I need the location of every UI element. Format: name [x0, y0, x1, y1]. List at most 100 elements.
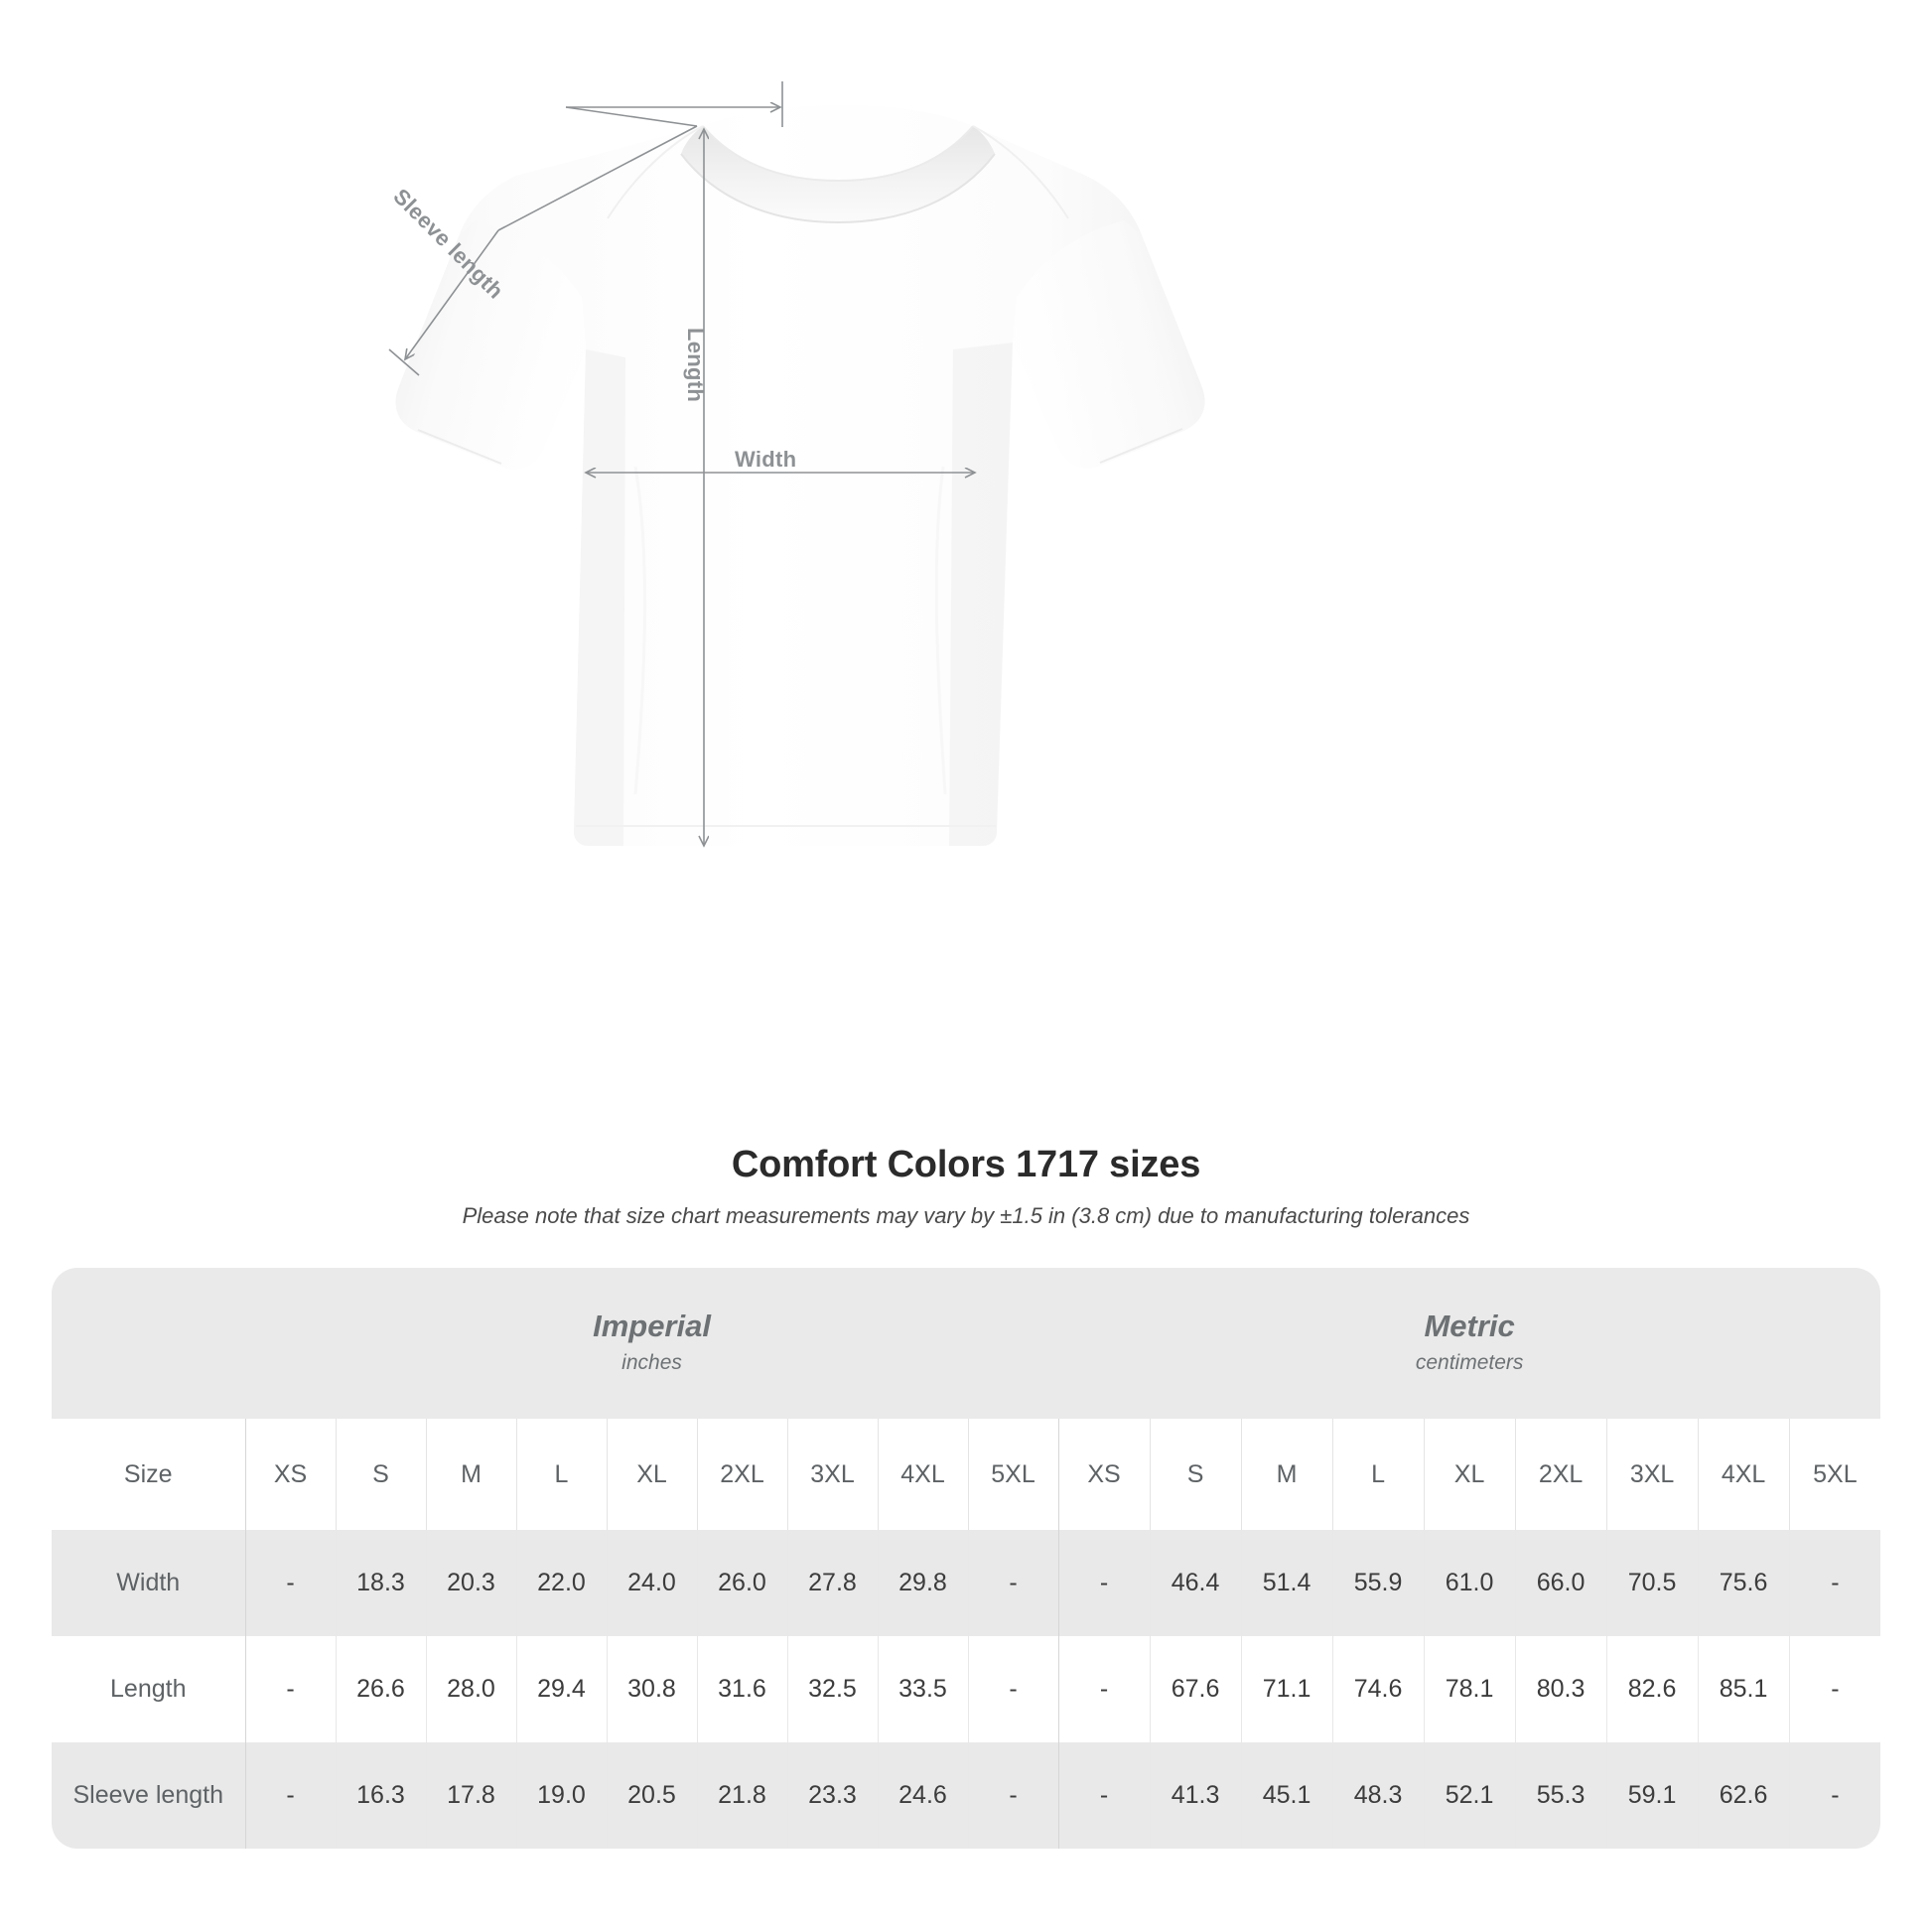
title-block: Comfort Colors 1717 sizes Please note th…: [0, 1144, 1932, 1229]
unit-group-metric: Metric centimeters: [1058, 1268, 1881, 1419]
cell-width-metric-l: 55.9: [1332, 1530, 1425, 1636]
cell-sleeve-metric-xl: 52.1: [1424, 1742, 1516, 1849]
size-header-imperial-2xl: 2XL: [697, 1419, 788, 1530]
cell-length-metric-m: 71.1: [1241, 1636, 1333, 1742]
unit-banner-row: Imperial inches Metric centimeters: [52, 1268, 1881, 1419]
cell-sleeve-metric-4xl: 62.6: [1698, 1742, 1790, 1849]
size-header-metric-xs: XS: [1058, 1419, 1151, 1530]
table-row: Length - 26.6 28.0 29.4 30.8 31.6 32.5 3…: [52, 1636, 1881, 1742]
size-header-metric-s: S: [1150, 1419, 1242, 1530]
cell-length-metric-5xl: -: [1789, 1636, 1881, 1742]
cell-sleeve-imperial-m: 17.8: [426, 1742, 517, 1849]
cell-width-imperial-xs: -: [245, 1530, 337, 1636]
cell-width-metric-2xl: 66.0: [1515, 1530, 1607, 1636]
cell-width-metric-s: 46.4: [1150, 1530, 1242, 1636]
page-title: Comfort Colors 1717 sizes: [731, 1144, 1201, 1185]
unit-banner-corner: [52, 1268, 245, 1419]
cell-length-imperial-xs: -: [245, 1636, 337, 1742]
cell-length-imperial-xl: 30.8: [607, 1636, 698, 1742]
cell-sleeve-imperial-3xl: 23.3: [787, 1742, 879, 1849]
row-label-sleeve-length: Sleeve length: [52, 1742, 246, 1849]
size-header-metric-5xl: 5XL: [1789, 1419, 1881, 1530]
cell-length-metric-l: 74.6: [1332, 1636, 1425, 1742]
cell-length-imperial-5xl: -: [968, 1636, 1059, 1742]
table-row: Width - 18.3 20.3 22.0 24.0 26.0 27.8 29…: [52, 1530, 1881, 1636]
cell-length-metric-s: 67.6: [1150, 1636, 1242, 1742]
shirt-body-shape: [395, 105, 1205, 846]
sleeve-end-tick: [388, 348, 420, 376]
cell-width-metric-xl: 61.0: [1424, 1530, 1516, 1636]
cell-width-metric-m: 51.4: [1241, 1530, 1333, 1636]
measurement-guides: [388, 81, 975, 846]
cell-length-imperial-4xl: 33.5: [878, 1636, 969, 1742]
cell-length-metric-4xl: 85.1: [1698, 1636, 1790, 1742]
size-header-imperial-l: L: [516, 1419, 608, 1530]
cell-sleeve-metric-m: 45.1: [1241, 1742, 1333, 1849]
unit-group-imperial-unit: inches: [621, 1350, 682, 1374]
row-label-width: Width: [52, 1530, 246, 1636]
size-header-metric-4xl: 4XL: [1698, 1419, 1790, 1530]
cell-length-imperial-3xl: 32.5: [787, 1636, 879, 1742]
garment-diagram: Sleeve length Length Width: [388, 81, 1205, 1122]
size-header-label: Size: [52, 1419, 246, 1530]
cell-width-imperial-3xl: 27.8: [787, 1530, 879, 1636]
size-chart-table-wrapper: Imperial inches Metric centimeters Size …: [52, 1268, 1881, 1849]
cell-length-imperial-s: 26.6: [336, 1636, 427, 1742]
size-header-metric-l: L: [1332, 1419, 1425, 1530]
size-header-imperial-xs: XS: [245, 1419, 337, 1530]
width-label: Width: [735, 447, 797, 472]
cell-sleeve-metric-3xl: 59.1: [1606, 1742, 1699, 1849]
cell-length-metric-3xl: 82.6: [1606, 1636, 1699, 1742]
cell-sleeve-metric-5xl: -: [1789, 1742, 1881, 1849]
unit-group-imperial: Imperial inches: [245, 1268, 1059, 1419]
unit-group-imperial-name: Imperial: [593, 1308, 711, 1343]
cell-width-metric-4xl: 75.6: [1698, 1530, 1790, 1636]
cell-sleeve-imperial-2xl: 21.8: [697, 1742, 788, 1849]
tolerance-note: Please note that size chart measurements…: [462, 1203, 1470, 1228]
cell-sleeve-metric-xs: -: [1058, 1742, 1151, 1849]
row-label-length: Length: [52, 1636, 246, 1742]
size-header-row: Size XS S M L XL 2XL 3XL 4XL 5XL XS S M …: [52, 1419, 1881, 1530]
cell-sleeve-imperial-l: 19.0: [516, 1742, 608, 1849]
cell-sleeve-metric-l: 48.3: [1332, 1742, 1425, 1849]
cell-width-imperial-4xl: 29.8: [878, 1530, 969, 1636]
cell-width-imperial-l: 22.0: [516, 1530, 608, 1636]
table-row: Sleeve length - 16.3 17.8 19.0 20.5 21.8…: [52, 1742, 1881, 1849]
size-header-metric-xl: XL: [1424, 1419, 1516, 1530]
sleeve-shoulder-connector: [565, 106, 698, 127]
cell-length-metric-xs: -: [1058, 1636, 1151, 1742]
size-header-metric-m: M: [1241, 1419, 1333, 1530]
cell-sleeve-imperial-4xl: 24.6: [878, 1742, 969, 1849]
cell-width-imperial-2xl: 26.0: [697, 1530, 788, 1636]
cell-width-imperial-s: 18.3: [336, 1530, 427, 1636]
size-header-imperial-s: S: [336, 1419, 427, 1530]
size-header-imperial-3xl: 3XL: [787, 1419, 879, 1530]
cell-width-metric-5xl: -: [1789, 1530, 1881, 1636]
unit-group-metric-name: Metric: [1424, 1308, 1515, 1343]
size-header-imperial-xl: XL: [607, 1419, 698, 1530]
size-header-imperial-m: M: [426, 1419, 517, 1530]
size-header-metric-3xl: 3XL: [1606, 1419, 1699, 1530]
length-label: Length: [683, 328, 708, 403]
sleeve-diagonal-upper: [497, 125, 698, 231]
cell-width-metric-xs: -: [1058, 1530, 1151, 1636]
t-shirt-illustration: [388, 81, 1205, 1122]
cell-length-metric-2xl: 80.3: [1515, 1636, 1607, 1742]
sleeve-diagonal-lower: [405, 229, 499, 359]
cell-sleeve-imperial-s: 16.3: [336, 1742, 427, 1849]
size-chart-table: Imperial inches Metric centimeters Size …: [52, 1268, 1881, 1849]
size-header-imperial-5xl: 5XL: [968, 1419, 1059, 1530]
cell-width-imperial-m: 20.3: [426, 1530, 517, 1636]
cell-length-metric-xl: 78.1: [1424, 1636, 1516, 1742]
cell-sleeve-imperial-xl: 20.5: [607, 1742, 698, 1849]
cell-width-imperial-5xl: -: [968, 1530, 1059, 1636]
cell-width-metric-3xl: 70.5: [1606, 1530, 1699, 1636]
size-header-imperial-4xl: 4XL: [878, 1419, 969, 1530]
cell-sleeve-metric-2xl: 55.3: [1515, 1742, 1607, 1849]
cell-sleeve-metric-s: 41.3: [1150, 1742, 1242, 1849]
cell-sleeve-imperial-5xl: -: [968, 1742, 1059, 1849]
cell-sleeve-imperial-xs: -: [245, 1742, 337, 1849]
size-header-metric-2xl: 2XL: [1515, 1419, 1607, 1530]
cell-width-imperial-xl: 24.0: [607, 1530, 698, 1636]
